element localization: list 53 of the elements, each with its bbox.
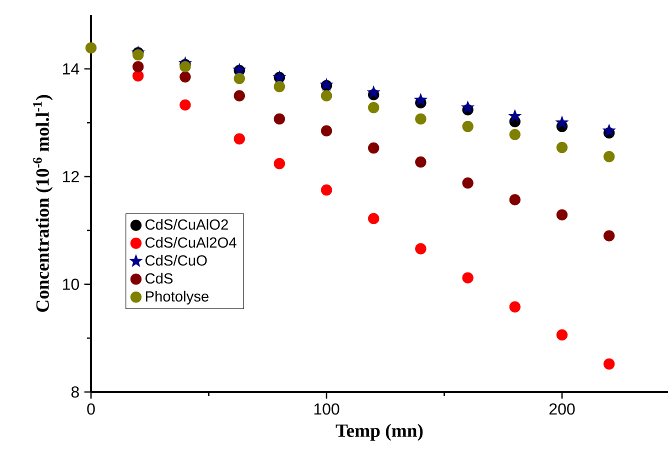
point <box>132 61 144 72</box>
point <box>274 113 286 125</box>
legend-label: Photolyse <box>146 290 208 304</box>
point <box>320 184 332 196</box>
point <box>320 90 332 102</box>
y-tick-label: 8 <box>71 386 79 398</box>
point <box>368 212 380 224</box>
point <box>180 99 191 111</box>
point <box>509 194 521 206</box>
y-axis-title: Concentration (10$^{-6}$ mol.l$^{-1}$) <box>33 95 53 312</box>
point <box>556 329 568 340</box>
y-tick-label: 14 <box>63 63 80 74</box>
x-tick-label: 0 <box>87 403 95 415</box>
point <box>415 243 426 254</box>
point <box>462 120 474 132</box>
legend-label: CdS/CuO <box>145 254 207 266</box>
y-tick-label: 12 <box>63 170 79 182</box>
point <box>556 142 568 154</box>
point <box>462 272 474 284</box>
point <box>509 128 521 140</box>
point <box>234 72 245 84</box>
legend-label: CdS/CuAlO2 <box>145 218 228 230</box>
point <box>274 158 286 170</box>
point <box>462 177 474 189</box>
x-tick-label: 200 <box>549 403 575 415</box>
point <box>461 100 474 114</box>
point <box>368 142 380 154</box>
point <box>132 70 144 82</box>
point <box>368 102 380 114</box>
point <box>234 133 245 144</box>
point <box>604 358 615 370</box>
point <box>602 124 616 136</box>
point <box>556 116 568 128</box>
point <box>85 42 97 54</box>
point <box>415 156 426 168</box>
legend-label: CdS/CuAl2O4 <box>145 236 236 248</box>
point <box>509 301 521 312</box>
legend-label: CdS <box>145 272 173 284</box>
point <box>556 209 568 220</box>
point <box>180 71 191 83</box>
point <box>508 110 522 122</box>
point <box>320 125 332 136</box>
point <box>604 151 615 162</box>
x-tick-label: 100 <box>314 403 340 415</box>
y-tick-label: 10 <box>63 278 80 290</box>
point <box>274 81 286 92</box>
point <box>414 93 428 106</box>
point <box>180 61 191 72</box>
point <box>415 113 426 125</box>
point <box>234 90 245 102</box>
point <box>604 230 615 242</box>
x-axis-title: Temp (mn) <box>336 424 423 441</box>
point <box>367 86 380 98</box>
